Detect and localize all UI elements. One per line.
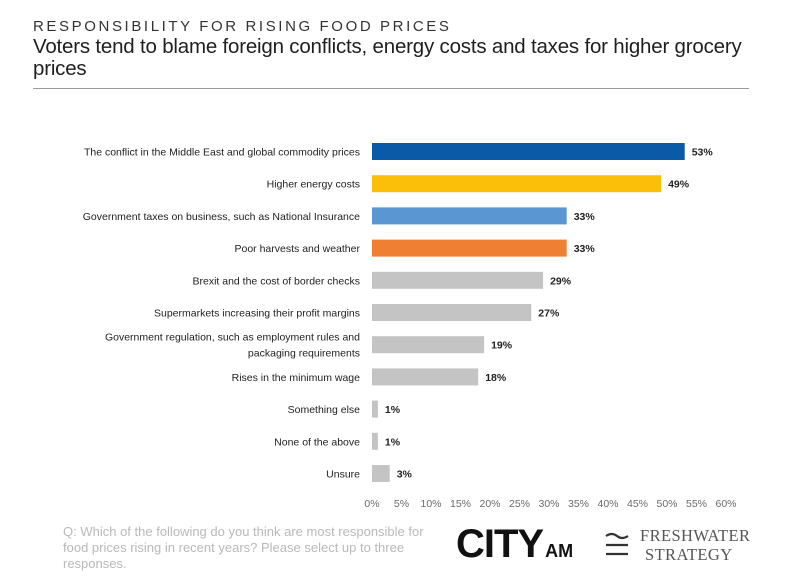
- freshwater-logo-line2: STRATEGY: [645, 545, 733, 564]
- chart-title: Voters tend to blame foreign conflicts, …: [33, 35, 742, 80]
- city-am-logo-suffix: AM: [545, 541, 574, 561]
- bar: [372, 400, 378, 418]
- city-am-logo-text: CITY: [456, 522, 544, 566]
- x-tick-label: 30%: [538, 498, 559, 510]
- value-label: 18%: [485, 372, 507, 384]
- x-tick-label: 15%: [450, 498, 471, 510]
- bar: [372, 368, 479, 386]
- value-label: 53%: [692, 147, 714, 159]
- x-tick-label: 35%: [568, 498, 589, 510]
- bar: [372, 465, 390, 482]
- x-tick-label: 20%: [479, 498, 500, 510]
- x-tick-label: 45%: [627, 498, 648, 510]
- bar: [372, 304, 532, 321]
- bar: [372, 271, 544, 289]
- value-label: 29%: [550, 275, 572, 287]
- value-label: 1%: [385, 404, 401, 416]
- freshwater-logo-line1: FRESHWATER: [640, 526, 751, 545]
- x-tick-label: 10%: [420, 498, 441, 510]
- value-label: 33%: [574, 211, 596, 223]
- bar-chart: The conflict in the Middle East and glob…: [83, 143, 737, 510]
- value-label: 27%: [538, 308, 560, 320]
- category-label: Higher energy costs: [267, 179, 360, 191]
- value-label: 49%: [668, 179, 690, 191]
- value-label: 3%: [397, 469, 413, 481]
- x-tick-label: 40%: [597, 498, 618, 510]
- value-label: 33%: [574, 243, 596, 255]
- x-tick-label: 60%: [715, 498, 736, 510]
- city-am-logo: CITY AM: [456, 522, 573, 567]
- value-label: 19%: [491, 340, 513, 352]
- category-label: Poor harvests and weather: [235, 243, 361, 255]
- category-label: Government taxes on business, such as Na…: [83, 211, 360, 223]
- title-divider: [33, 88, 749, 89]
- category-label: Unsure: [326, 469, 360, 481]
- x-tick-label: 50%: [656, 498, 677, 510]
- category-label: Supermarkets increasing their profit mar…: [154, 308, 360, 320]
- bar: [372, 207, 567, 225]
- category-label: The conflict in the Middle East and glob…: [84, 147, 360, 159]
- freshwater-wave-icon: [605, 532, 629, 556]
- x-tick-label: 5%: [394, 498, 409, 510]
- bar: [372, 432, 378, 450]
- x-tick-label: 55%: [686, 498, 707, 510]
- category-label: Brexit and the cost of border checks: [192, 275, 360, 287]
- x-tick-label: 25%: [509, 498, 530, 510]
- x-tick-label: 0%: [364, 498, 379, 510]
- bar: [372, 239, 567, 257]
- chart-kicker: RESPONSIBILITY FOR RISING FOOD PRICES: [33, 18, 452, 35]
- category-label: Government regulation, such as employmen…: [105, 332, 360, 360]
- category-label: Rises in the minimum wage: [232, 372, 361, 384]
- value-label: 1%: [385, 436, 401, 448]
- category-label: Something else: [288, 404, 361, 416]
- survey-question: Q: Which of the following do you think a…: [63, 524, 424, 571]
- bar: [372, 175, 662, 193]
- freshwater-strategy-logo: FRESHWATER STRATEGY: [640, 526, 750, 564]
- bar: [372, 336, 485, 354]
- category-label: None of the above: [274, 436, 360, 448]
- bar: [372, 143, 685, 160]
